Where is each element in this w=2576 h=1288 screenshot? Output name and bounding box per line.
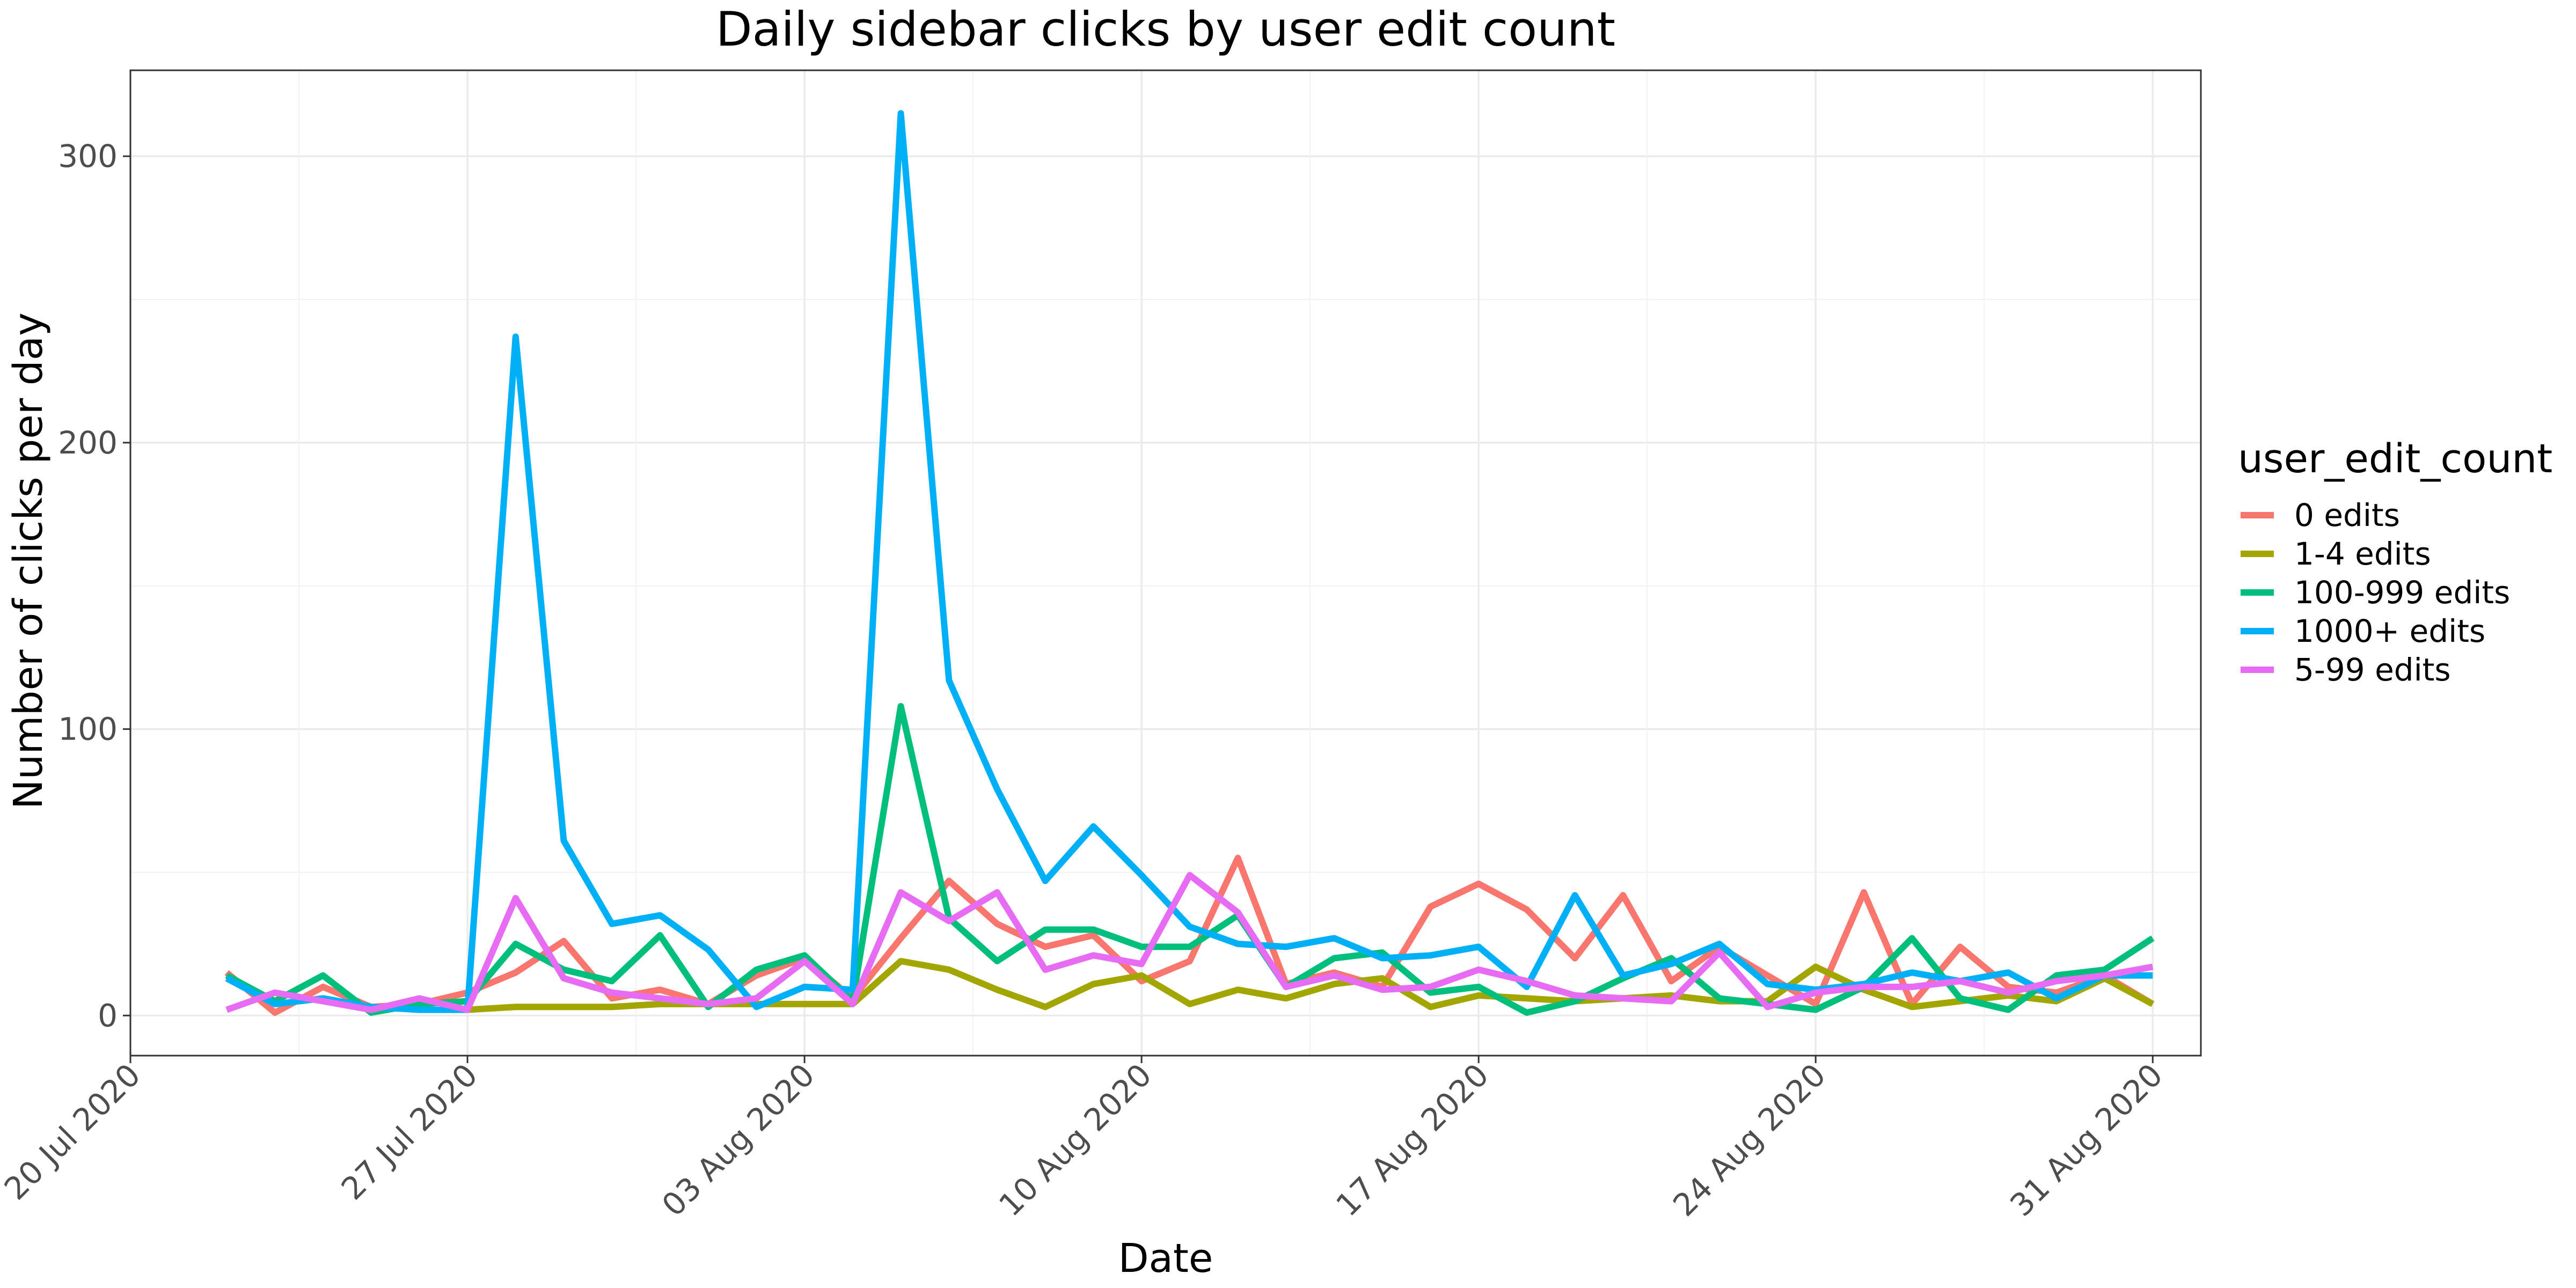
- legend-label-100-999-edits: 100-999 edits: [2294, 574, 2510, 611]
- legend-title: user_edit_count: [2238, 436, 2552, 482]
- legend-item-100-999-edits: 100-999 edits: [2241, 574, 2510, 611]
- y-axis-title: Number of clicks per day: [5, 312, 52, 809]
- legend-label-1000-edits: 1000+ edits: [2294, 613, 2485, 649]
- series-layer: [224, 110, 2155, 1016]
- y-tick-label: 0: [98, 997, 118, 1034]
- legend-item-5-99-edits: 5-99 edits: [2241, 652, 2451, 688]
- series-line-5-99-edits: [225, 872, 2154, 1013]
- y-tick-label: 200: [58, 425, 118, 461]
- legend-label-0-edits: 0 edits: [2294, 497, 2400, 533]
- grid-layer: [129, 70, 2201, 1056]
- legend-item-1000-edits: 1000+ edits: [2241, 613, 2485, 649]
- y-tick-label: 100: [58, 711, 118, 748]
- series-line-1-4-edits: [467, 957, 2155, 1013]
- series-line-100-999-edits: [225, 702, 2155, 1016]
- legend-item-1-4-edits: 1-4 edits: [2241, 536, 2431, 572]
- legend-label-1-4-edits: 1-4 edits: [2294, 536, 2431, 572]
- chart-title: Daily sidebar clicks by user edit count: [716, 2, 1615, 57]
- legend-label-5-99-edits: 5-99 edits: [2294, 652, 2451, 688]
- x-axis-title: Date: [1118, 1235, 1213, 1282]
- legend-item-0-edits: 0 edits: [2241, 497, 2400, 533]
- y-tick-label: 300: [58, 138, 118, 174]
- panel-border: [129, 69, 2202, 1057]
